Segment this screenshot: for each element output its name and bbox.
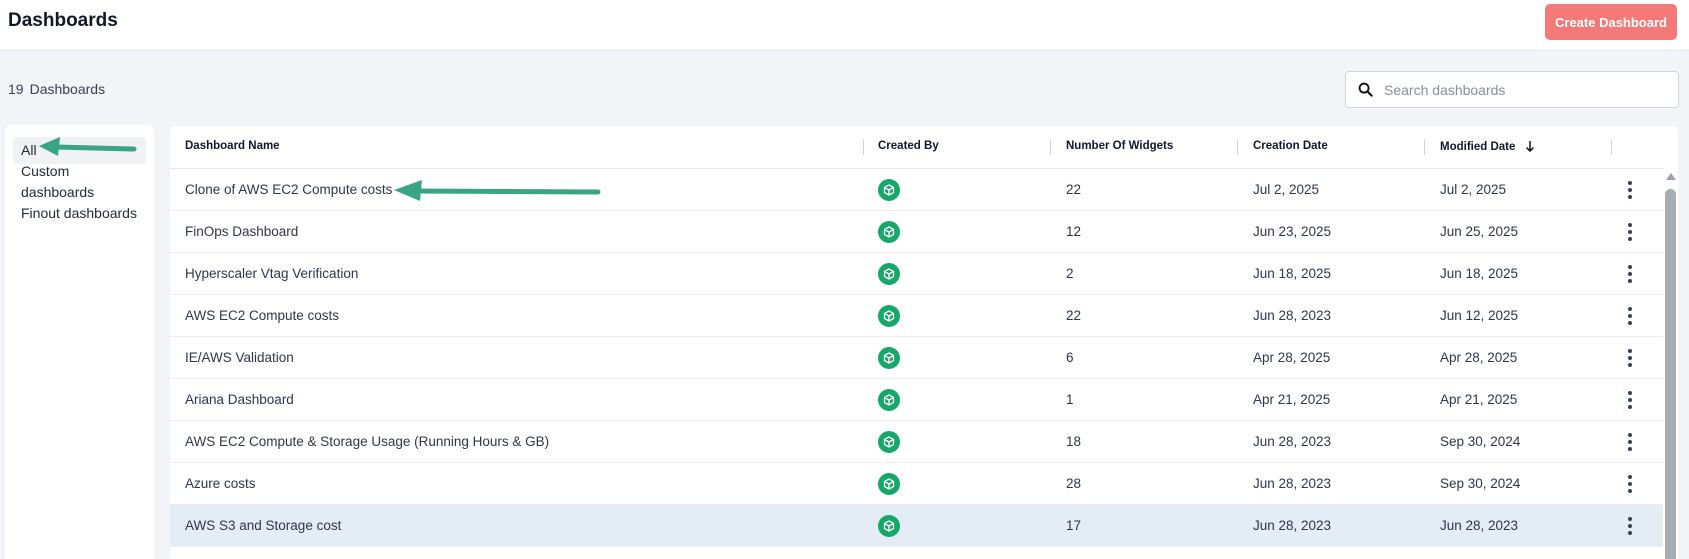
widget-count: 17 [1066, 518, 1082, 533]
cube-avatar-icon [878, 431, 900, 453]
table-row[interactable]: Clone of AWS EC2 Compute costs 22 Jul 2, 2… [170, 169, 1663, 211]
creation-date: Apr 28, 2025 [1253, 350, 1331, 365]
cube-avatar-icon [878, 221, 900, 243]
cube-avatar-icon [878, 305, 900, 327]
dashboard-name-link[interactable]: Clone of AWS EC2 Compute costs [185, 182, 393, 197]
creation-date: Apr 21, 2025 [1253, 392, 1331, 407]
column-divider[interactable] [1424, 139, 1425, 155]
kebab-menu-icon[interactable] [1625, 432, 1635, 452]
creation-date: Jun 28, 2023 [1253, 308, 1332, 323]
page-title: Dashboards [8, 10, 118, 31]
widget-count: 2 [1066, 266, 1074, 281]
table-row[interactable]: IE/AWS Validation 6 Apr 28, 2025 Apr 28, 20… [170, 337, 1663, 379]
table-header: Dashboard Name Created By Number Of Widg… [170, 126, 1663, 169]
dashboard-name-link[interactable]: AWS S3 and Storage cost [185, 518, 342, 533]
kebab-menu-icon[interactable] [1625, 348, 1635, 368]
modified-date: Jun 25, 2025 [1440, 224, 1519, 239]
arrow-down-icon[interactable] [1525, 140, 1535, 152]
creation-date: Jul 2, 2025 [1253, 182, 1320, 197]
kebab-menu-icon[interactable] [1625, 264, 1635, 284]
search-box[interactable] [1345, 71, 1679, 108]
sidebar-item-finout-dashboards[interactable]: Finout dashboards [21, 205, 137, 221]
column-divider[interactable] [863, 139, 864, 155]
dashboard-filter-sidebar: All Custom dashboards Finout dashboards [5, 125, 154, 559]
kebab-menu-icon[interactable] [1625, 390, 1635, 410]
widget-count: 22 [1066, 182, 1082, 197]
table-row[interactable]: Ariana Dashboard 1 Apr 21, 2025 Apr 21, 202… [170, 379, 1663, 421]
column-divider[interactable] [1611, 139, 1612, 155]
cube-avatar-icon [878, 389, 900, 411]
modified-date: Apr 21, 2025 [1440, 392, 1518, 407]
widget-count: 12 [1066, 224, 1082, 239]
dashboard-name-link[interactable]: Ariana Dashboard [185, 392, 294, 407]
annotation-arrow-icon [39, 137, 137, 156]
column-header-widgets[interactable]: Number Of Widgets [1066, 140, 1174, 152]
create-dashboard-button[interactable]: Create Dashboard [1545, 4, 1677, 40]
dashboard-name-link[interactable]: FinOps Dashboard [185, 224, 299, 239]
modified-date: Jun 18, 2025 [1440, 266, 1519, 281]
creation-date: Jun 18, 2025 [1253, 266, 1332, 281]
modified-date: Jun 12, 2025 [1440, 308, 1519, 323]
widget-count: 6 [1066, 350, 1074, 365]
table-scrollbar[interactable] [1663, 169, 1678, 559]
column-divider[interactable] [1050, 139, 1051, 155]
table-row[interactable]: Azure costs 28 Jun 28, 2023 Sep 30, 2024 [170, 463, 1663, 505]
scroll-thumb[interactable] [1665, 189, 1676, 559]
cube-avatar-icon [878, 347, 900, 369]
kebab-menu-icon[interactable] [1625, 474, 1635, 494]
dashboard-name-link[interactable]: AWS EC2 Compute & Storage Usage (Running… [185, 434, 550, 449]
cube-avatar-icon [878, 515, 900, 537]
search-icon [1358, 82, 1373, 97]
modified-date: Sep 30, 2024 [1440, 434, 1521, 449]
table-row[interactable]: AWS EC2 Compute costs 22 Jun 28, 2023 Jun 1… [170, 295, 1663, 337]
dashboard-count: 19 Dashboards [8, 81, 105, 97]
column-header-modified-date[interactable]: Modified Date [1440, 140, 1535, 153]
table-row[interactable]: FinOps Dashboard 12 Jun 23, 2025 Jun 25, 20… [170, 211, 1663, 253]
dashboard-name-link[interactable]: IE/AWS Validation [185, 350, 294, 365]
search-input[interactable] [1376, 72, 1671, 107]
dashboard-count-label: Dashboards [29, 81, 106, 97]
dashboard-count-number: 19 [8, 81, 24, 97]
kebab-menu-icon[interactable] [1625, 222, 1635, 242]
widget-count: 18 [1066, 434, 1082, 449]
table-row[interactable]: AWS EC2 Compute & Storage Usage (Running… [170, 421, 1663, 463]
kebab-menu-icon[interactable] [1625, 306, 1635, 326]
modified-date: Jul 2, 2025 [1440, 182, 1507, 197]
column-divider[interactable] [1237, 139, 1238, 155]
creation-date: Jun 28, 2023 [1253, 518, 1332, 533]
top-bar: Dashboards Create Dashboard [0, 0, 1689, 51]
table-row[interactable]: AWS S3 and Storage cost 17 Jun 28, 2023 Jun… [170, 505, 1663, 547]
dashboard-name-link[interactable]: Azure costs [185, 476, 256, 491]
column-header-created-by[interactable]: Created By [878, 140, 939, 152]
cube-avatar-icon [878, 263, 900, 285]
widget-count: 22 [1066, 308, 1082, 323]
cube-avatar-icon [878, 179, 900, 201]
widget-count: 1 [1066, 392, 1074, 407]
creation-date: Jun 23, 2025 [1253, 224, 1332, 239]
sidebar-item-custom-dashboards[interactable]: Custom dashboards [21, 163, 95, 200]
cube-avatar-icon [878, 473, 900, 495]
scroll-up-arrow-icon[interactable] [1666, 173, 1676, 180]
table-row[interactable]: Hyperscaler Vtag Verification 2 Jun 18, 20… [170, 253, 1663, 295]
dashboards-table: Dashboard Name Created By Number Of Widg… [170, 126, 1678, 559]
modified-date: Apr 28, 2025 [1440, 350, 1518, 365]
modified-date: Jun 28, 2023 [1440, 518, 1519, 533]
creation-date: Jun 28, 2023 [1253, 434, 1332, 449]
column-header-name[interactable]: Dashboard Name [185, 140, 280, 152]
widget-count: 28 [1066, 476, 1082, 491]
column-header-creation-date[interactable]: Creation Date [1253, 140, 1328, 152]
annotation-arrow-icon [394, 180, 601, 201]
modified-date: Sep 30, 2024 [1440, 476, 1521, 491]
creation-date: Jun 28, 2023 [1253, 476, 1332, 491]
kebab-menu-icon[interactable] [1625, 180, 1635, 200]
dashboard-name-link[interactable]: Hyperscaler Vtag Verification [185, 266, 359, 281]
kebab-menu-icon[interactable] [1625, 516, 1635, 536]
column-header-modified-date-label: Modified Date [1440, 141, 1516, 153]
dashboard-name-link[interactable]: AWS EC2 Compute costs [185, 308, 340, 323]
